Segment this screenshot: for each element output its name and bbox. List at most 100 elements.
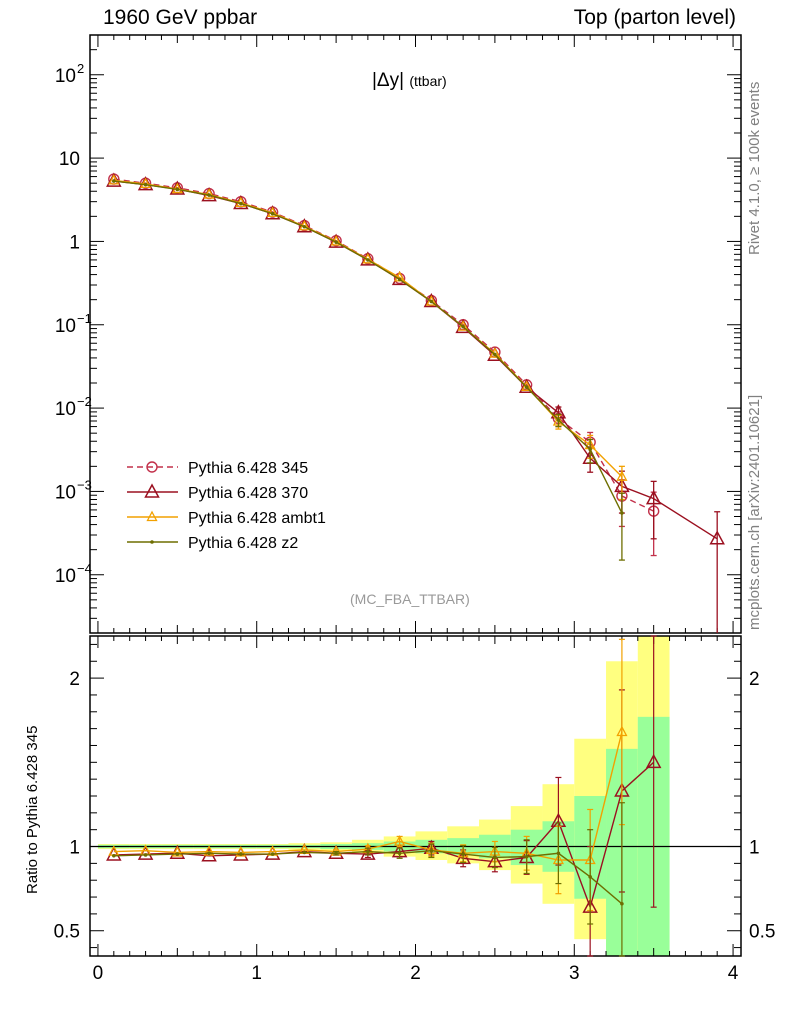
header-left: 1960 GeV ppbar xyxy=(103,6,258,29)
data-point xyxy=(207,193,211,197)
data-point xyxy=(588,875,592,879)
y-tick-label: 10 xyxy=(55,482,76,503)
data-point xyxy=(521,380,533,391)
data-point xyxy=(203,188,215,199)
data-point xyxy=(139,177,152,189)
y-tick-label: 10 xyxy=(55,66,76,87)
header-right: Top (parton level) xyxy=(573,6,736,29)
data-point xyxy=(175,852,180,856)
legend-entry: Pythia 6.428 370 xyxy=(127,483,308,502)
mcplots-label: mcplots.cern.ch [arXiv:2401.10621] xyxy=(746,394,763,630)
legend-label: Pythia 6.428 345 xyxy=(188,460,308,477)
data-point xyxy=(556,851,561,856)
legend-entry: Pythia 6.428 ambt1 xyxy=(127,510,326,527)
y-tick-label: 10 xyxy=(55,566,76,587)
data-point xyxy=(270,852,275,856)
x-tick-label: 3 xyxy=(569,963,580,984)
x-tick-label: 0 xyxy=(93,963,104,984)
ratio-uncertainty-band xyxy=(97,636,670,956)
data-point xyxy=(334,240,338,244)
data-point xyxy=(270,211,275,216)
ratio-tick-label-right: 0.5 xyxy=(749,922,775,943)
ratio-tick-label-right: 1 xyxy=(749,838,760,859)
legend-label: Pythia 6.428 ambt1 xyxy=(188,510,326,527)
data-point xyxy=(616,470,628,481)
data-point xyxy=(334,851,338,856)
chart-title-main: |Δy| xyxy=(372,70,405,91)
rivet-label: Rivet 4.1.0, ≥ 100k events xyxy=(746,81,763,255)
x-tick-label: 4 xyxy=(728,963,739,984)
y-tick-exponent: 2 xyxy=(77,61,84,76)
data-point xyxy=(267,206,279,218)
chart-series xyxy=(106,172,725,957)
data-point xyxy=(366,258,370,262)
chart-title-sub: (ttbar) xyxy=(409,73,447,89)
data-point xyxy=(302,850,307,855)
data-point xyxy=(556,418,561,422)
x-tick-label: 1 xyxy=(251,963,262,984)
ratio-ylabel: Ratio to Pythia 6.428 345 xyxy=(24,725,41,894)
ratio-tick-label: 1 xyxy=(69,838,80,859)
data-point xyxy=(620,511,624,515)
data-point xyxy=(457,320,469,331)
data-point xyxy=(108,174,120,185)
y-tick-label: 10 xyxy=(55,399,76,420)
ratio-series-pythia-6-428-z2 xyxy=(112,802,625,957)
x-tick-label: 2 xyxy=(410,963,421,984)
data-point xyxy=(150,540,154,544)
data-point xyxy=(709,530,725,545)
data-point xyxy=(203,845,215,856)
legend-entry: Pythia 6.428 345 xyxy=(127,460,308,477)
data-point xyxy=(518,378,535,393)
analysis-label: (MC_FBA_TTBAR) xyxy=(350,591,470,607)
y-tick-label: 1 xyxy=(69,232,80,253)
data-point xyxy=(397,277,402,282)
data-point xyxy=(429,299,434,304)
data-point xyxy=(171,846,183,857)
data-point xyxy=(143,182,148,187)
data-point xyxy=(146,510,158,522)
data-point xyxy=(239,201,243,206)
data-point xyxy=(239,852,243,856)
ratio-tick-label: 0.5 xyxy=(54,922,80,943)
data-point xyxy=(461,324,465,329)
y-tick-label: 10 xyxy=(59,149,80,170)
ratio-tick-label: 2 xyxy=(69,669,80,690)
series-line xyxy=(113,179,623,478)
data-point xyxy=(524,385,529,390)
data-point xyxy=(397,851,402,856)
legend-label: Pythia 6.428 370 xyxy=(188,485,308,502)
data-point xyxy=(112,853,116,858)
data-point xyxy=(461,852,465,856)
data-point xyxy=(175,187,180,192)
data-point xyxy=(235,196,247,208)
y-tick-exponent: −3 xyxy=(77,477,92,492)
data-point xyxy=(620,901,624,906)
data-point xyxy=(645,490,662,505)
data-point xyxy=(524,854,529,859)
data-point xyxy=(171,182,183,194)
data-point xyxy=(645,753,662,769)
y-tick-exponent: −4 xyxy=(77,561,92,576)
chart-title: |Δy| (ttbar) xyxy=(372,70,447,92)
data-point xyxy=(366,849,370,854)
series-pythia-6-428-ambt1 xyxy=(108,174,628,501)
data-point xyxy=(302,224,307,229)
y-tick-exponent: −1 xyxy=(77,311,92,326)
data-point xyxy=(616,725,628,737)
ratio-tick-label-right: 2 xyxy=(749,669,760,690)
data-point xyxy=(146,461,158,473)
data-point xyxy=(235,846,247,857)
data-point xyxy=(143,853,148,857)
series-pythia-6-428-370 xyxy=(106,172,725,633)
data-point xyxy=(429,848,434,853)
series-pythia-6-428-z2 xyxy=(112,179,625,561)
data-point xyxy=(493,855,497,860)
legend-label: Pythia 6.428 z2 xyxy=(188,535,298,552)
data-point xyxy=(493,352,497,357)
y-tick-exponent: −2 xyxy=(77,394,92,409)
chart-legend: Pythia 6.428 345 Pythia 6.428 370 Pythia 6… xyxy=(127,460,326,552)
y-tick-label: 10 xyxy=(55,316,76,337)
